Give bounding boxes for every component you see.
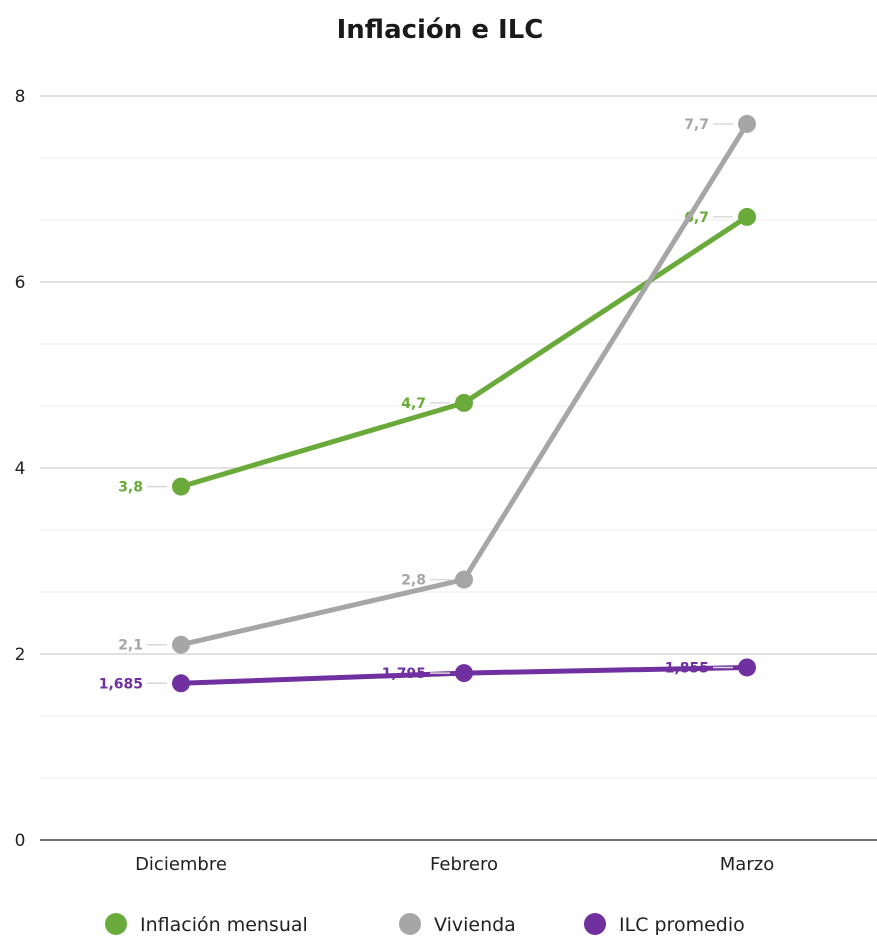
legend-marker-icon (399, 913, 421, 935)
y-tick-label: 6 (15, 273, 26, 293)
data-point[interactable] (738, 114, 756, 133)
y-tick-label: 4 (15, 459, 26, 479)
data-point[interactable] (738, 658, 756, 677)
legend-label: ILC promedio (619, 914, 745, 936)
data-point[interactable] (455, 664, 473, 683)
data-label: 1,685 (99, 676, 143, 692)
data-point[interactable] (455, 570, 473, 589)
y-tick-label: 2 (15, 645, 26, 665)
data-point[interactable] (738, 207, 756, 226)
chart-title: Inflación e ILC (337, 15, 544, 45)
legend-label: Vivienda (434, 914, 516, 936)
data-label: 1,795 (382, 666, 426, 682)
series-2: 1,685 1,795 1,855 (99, 658, 756, 693)
data-point[interactable] (172, 674, 190, 693)
legend-item[interactable]: Vivienda (399, 913, 516, 936)
data-label: 2,8 (401, 573, 426, 589)
axes: 0 2 4 6 8 Diciembre Febrero Marzo (15, 87, 877, 875)
legend-item[interactable]: ILC promedio (584, 913, 745, 936)
legend-marker-icon (584, 913, 606, 935)
legend-item[interactable]: Inflación mensual (105, 913, 308, 936)
legend-label: Inflación mensual (140, 914, 308, 936)
data-label: 3,8 (118, 480, 143, 496)
x-tick-label: Marzo (720, 854, 774, 875)
x-tick-label: Diciembre (135, 854, 227, 875)
x-tick-label: Febrero (430, 854, 498, 875)
data-label: 1,855 (665, 660, 709, 676)
legend: Inflación mensual Vivienda ILC promedio (105, 913, 745, 936)
series-0: 3,84,76,7 (118, 207, 756, 496)
series-1: 2,1 2,8 7,7 (118, 114, 756, 654)
data-point[interactable] (172, 635, 190, 654)
data-label: 2,1 (118, 638, 143, 654)
legend-marker-icon (105, 913, 127, 935)
y-tick-label: 8 (15, 87, 26, 107)
y-tick-label: 0 (15, 831, 26, 851)
data-point[interactable] (172, 477, 190, 496)
series-line (178, 121, 750, 648)
gridlines (40, 95, 877, 779)
data-label: 4,7 (401, 396, 426, 412)
data-label: 7,7 (684, 117, 709, 133)
data-point[interactable] (455, 393, 473, 412)
